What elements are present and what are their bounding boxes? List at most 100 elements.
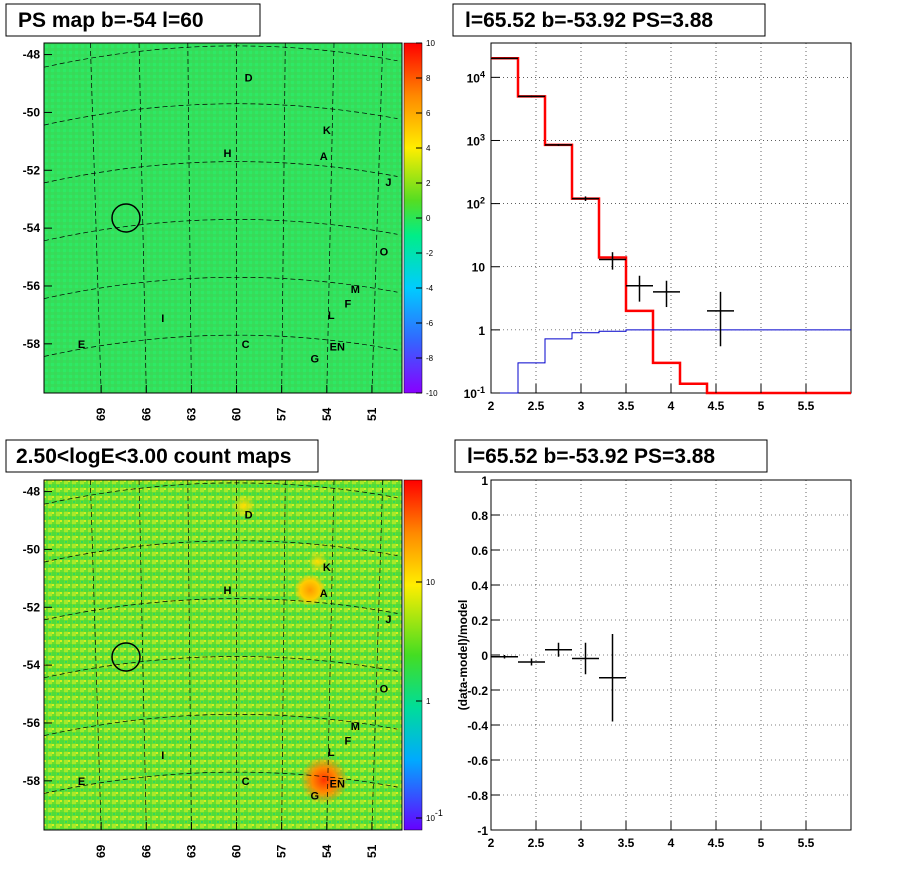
longitude-line bbox=[281, 479, 286, 831]
map-frame bbox=[43, 479, 403, 831]
y-tick-label: 1 bbox=[481, 474, 488, 488]
source-label: EN bbox=[330, 779, 345, 791]
residual-points bbox=[491, 634, 626, 722]
longitude-line bbox=[371, 479, 384, 831]
colorbar-tick-label: 8 bbox=[426, 74, 431, 83]
x-tick-label: 69 bbox=[94, 844, 108, 858]
spectrum-title: l=65.52 b=-53.92 PS=3.88 bbox=[465, 9, 713, 32]
source-label: G bbox=[310, 353, 319, 365]
x-tick-label: 5.5 bbox=[798, 399, 815, 413]
latitude-line bbox=[43, 598, 398, 621]
x-tick-label: 60 bbox=[230, 844, 244, 858]
bright-source-a bbox=[294, 574, 326, 606]
y-tick-label: -52 bbox=[23, 163, 41, 177]
latitude-line bbox=[43, 482, 398, 505]
ps-map-source-labels: D K H A J O MFL I E C EN G bbox=[78, 73, 392, 366]
map-frame bbox=[43, 42, 403, 394]
colorbar-tick-label: -4 bbox=[426, 284, 434, 293]
y-tick-label: 0.8 bbox=[471, 509, 488, 523]
ps-map-title: PS map b=-54 l=60 bbox=[18, 9, 204, 32]
residual-panel: l=65.52 b=-53.92 PS=3.88 2 2.5 3 3.5 4 4.5 5 5.… bbox=[454, 439, 852, 850]
x-tick-label: 2.5 bbox=[528, 399, 545, 413]
y-tick-label: 103 bbox=[467, 132, 485, 148]
source-label: K bbox=[323, 125, 331, 137]
source-label: D bbox=[245, 73, 253, 85]
y-tick-label: -0.6 bbox=[467, 754, 488, 768]
colorbar-tick-label: -8 bbox=[426, 354, 434, 363]
spectrum-title-box bbox=[452, 3, 766, 37]
x-tick-label: 4 bbox=[668, 399, 675, 413]
y-tick-label: -52 bbox=[23, 600, 41, 614]
colorbar-tick-label: 10 bbox=[426, 578, 435, 587]
spectrum-panel: l=65.52 b=-53.92 PS=3.88 2 2.5 3 3.5 4 4.5 5 5.… bbox=[452, 3, 852, 413]
x-tick-label: 63 bbox=[184, 407, 198, 421]
count-map-grid bbox=[43, 479, 403, 831]
longitude-line bbox=[89, 42, 102, 394]
source-label: L bbox=[328, 747, 335, 759]
source-label: EN bbox=[330, 342, 345, 354]
count-map-title-box bbox=[5, 439, 319, 473]
longitude-line bbox=[281, 42, 286, 394]
count-map-source-labels: D K H A J O MFL I E C EN G bbox=[78, 510, 392, 803]
background-model-histogram bbox=[491, 329, 851, 394]
x-tick-label: 57 bbox=[275, 407, 289, 421]
longitude-line bbox=[326, 479, 335, 831]
source-label: O bbox=[380, 683, 389, 695]
x-tick-label: 66 bbox=[139, 407, 153, 421]
latitude-line bbox=[43, 771, 398, 794]
latitude-line bbox=[43, 540, 398, 563]
source-label: L bbox=[328, 310, 335, 322]
spectrum-series bbox=[491, 57, 851, 395]
colorbar-tick-label: 6 bbox=[426, 109, 431, 118]
longitude-line bbox=[138, 479, 147, 831]
y-tick-label: 1 bbox=[478, 324, 485, 338]
source-label: E bbox=[78, 339, 85, 351]
source-label: M bbox=[351, 721, 360, 733]
longitude-line bbox=[187, 479, 192, 831]
x-tick-label: 4.5 bbox=[708, 399, 725, 413]
source-label: A bbox=[320, 588, 328, 600]
bright-source-d bbox=[232, 494, 256, 518]
colorbar-tick-label: 0 bbox=[426, 214, 431, 223]
source-label: H bbox=[224, 148, 232, 160]
y-tick-label: -56 bbox=[23, 279, 41, 293]
source-label: I bbox=[161, 313, 164, 325]
x-tick-label: 63 bbox=[184, 844, 198, 858]
longitude-line bbox=[138, 42, 147, 394]
y-tick-label: -48 bbox=[23, 485, 41, 499]
y-tick-label: -48 bbox=[23, 48, 41, 62]
x-tick-label: 51 bbox=[365, 407, 379, 421]
x-tick-label: 3.5 bbox=[618, 836, 635, 850]
y-tick-label: 0.6 bbox=[471, 544, 488, 558]
longitude-line bbox=[89, 479, 102, 831]
y-tick-label: -54 bbox=[23, 658, 41, 672]
source-label: J bbox=[385, 614, 391, 626]
latitude-line bbox=[43, 334, 398, 357]
x-tick-label: 60 bbox=[230, 407, 244, 421]
latitude-line bbox=[43, 219, 398, 242]
x-tick-label: 4.5 bbox=[708, 836, 725, 850]
residual-title-box bbox=[454, 439, 768, 473]
y-tick-label: 10 bbox=[472, 261, 486, 275]
source-label: C bbox=[242, 339, 250, 351]
colorbar-tick-label: 1 bbox=[426, 697, 431, 706]
x-tick-label: 5 bbox=[758, 836, 765, 850]
spectrum-frame bbox=[490, 42, 852, 394]
longitude-line bbox=[371, 42, 384, 394]
y-tick-label: 10-1 bbox=[464, 385, 485, 401]
count-map-title: 2.50<logE<3.00 count maps bbox=[16, 445, 291, 468]
x-tick-label: 51 bbox=[365, 844, 379, 858]
y-tick-label: -0.4 bbox=[467, 719, 488, 733]
source-label: A bbox=[320, 151, 328, 163]
longitude-line bbox=[326, 42, 335, 394]
ps-map-title-box bbox=[5, 3, 261, 37]
y-tick-label: -50 bbox=[23, 542, 41, 556]
residual-title: l=65.52 b=-53.92 PS=3.88 bbox=[467, 445, 715, 468]
source-label: I bbox=[161, 750, 164, 762]
x-tick-label: 5.5 bbox=[798, 836, 815, 850]
x-tick-label: 54 bbox=[320, 844, 334, 858]
colorbar-tick-label: 10-1 bbox=[426, 808, 443, 823]
y-tick-label: -58 bbox=[23, 774, 41, 788]
y-tick-label: -56 bbox=[23, 716, 41, 730]
colorbar-tick-label: 4 bbox=[426, 144, 431, 153]
